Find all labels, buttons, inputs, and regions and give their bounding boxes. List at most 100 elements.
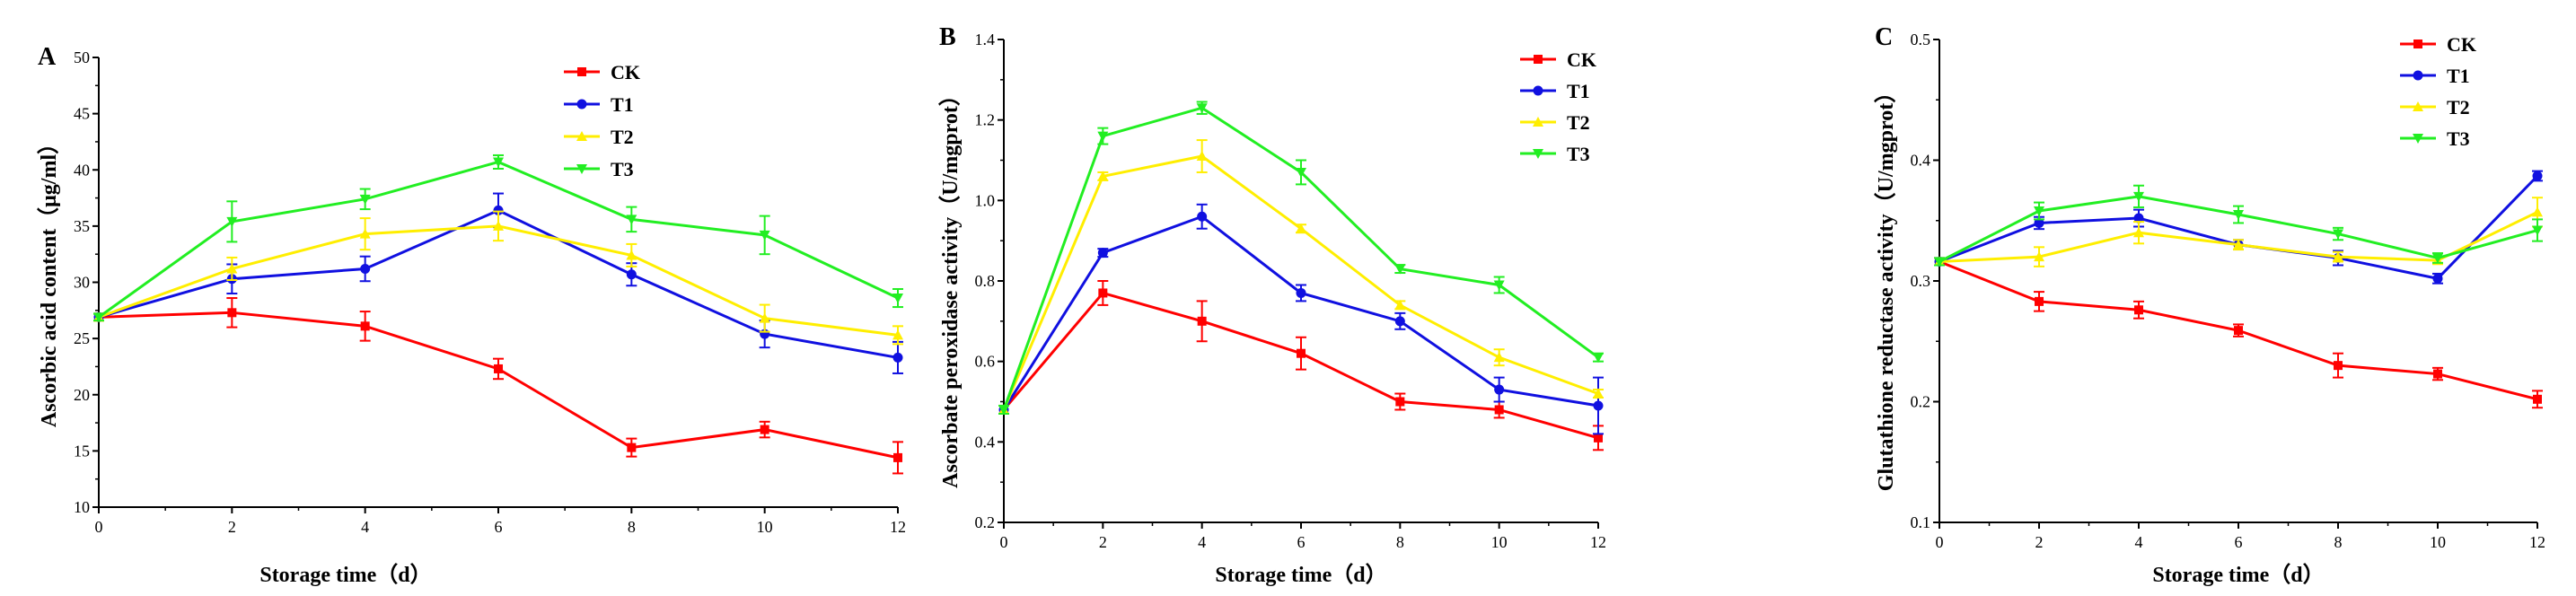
- panel-a-t3-point: [892, 294, 903, 304]
- panel-a-y-tick-label: 30: [74, 274, 90, 292]
- panel-c-t1-point: [2532, 171, 2543, 181]
- panel-b-ck-point: [1297, 348, 1306, 358]
- panel-a-y-tick-label: 25: [74, 329, 90, 347]
- panel-a-ck-point: [227, 308, 237, 318]
- panel-a-x-tick-label: 12: [890, 518, 906, 536]
- panel-b-ck-point: [1395, 397, 1405, 407]
- panel-c-letter: C: [1875, 23, 1893, 51]
- panel-b-t1-point: [1593, 400, 1604, 411]
- panel-c-t1-point: [2034, 217, 2044, 228]
- panel-a-t3-point: [493, 157, 504, 168]
- panel-a-t3-point: [359, 194, 371, 205]
- panel-a-t2-point: [493, 220, 504, 231]
- panel-a-series-ck: [93, 297, 903, 475]
- panel-b-t3-point: [1097, 131, 1109, 142]
- panel-a-t1-point: [360, 263, 371, 274]
- panel-a-ck-point: [893, 452, 902, 462]
- panel-a-legend-t1-label: T1: [611, 93, 634, 116]
- panel-b-ck-point: [1594, 433, 1603, 443]
- panel-b-series-t3: [998, 101, 1604, 416]
- panel-c-t3-point: [2034, 206, 2044, 216]
- panel-a-x-tick-label: 0: [95, 518, 103, 536]
- panel-a-legend-t2-label: T2: [611, 126, 634, 148]
- panel-b-y-tick-label: 0.2: [975, 513, 996, 531]
- panel-b-legend: CK T1 T2 T3: [1520, 48, 1596, 165]
- panel-a-y-tick-label: 45: [74, 105, 90, 123]
- panel-c-x-tick-label: 8: [2334, 533, 2343, 551]
- panel-c-ck-point: [2334, 361, 2343, 371]
- panel-a-legend-ck-marker: [577, 67, 586, 76]
- panel-b-x-tick-label: 6: [1297, 533, 1306, 551]
- panel-a-series-t2: [93, 210, 903, 346]
- panel-a-t3-point: [226, 216, 238, 227]
- panel-a-x-tick-label: 2: [228, 518, 236, 536]
- panel-b-x-tick-label: 8: [1396, 533, 1404, 551]
- panel-c-legend: CK T1 T2 T3: [2400, 33, 2476, 150]
- panel-b-x-tick-label: 0: [1000, 533, 1008, 551]
- panel-c-legend-t3-label: T3: [2447, 127, 2470, 150]
- panel-a-legend: CK T1 T2 T3: [564, 61, 640, 180]
- panel-b-t3-point: [1296, 167, 1306, 178]
- panel-c-plot: 0 2 4 6 8 10 12 0.1 0.2 0.3 0.4 0.5 CK T1 T2 T3: [1911, 31, 2546, 551]
- panel-c-legend-ck-marker: [2413, 39, 2422, 48]
- panel-a-y-tick-label: 50: [74, 48, 90, 66]
- panel-a-t3-point: [759, 230, 770, 241]
- panel-c-t2-point: [2333, 251, 2343, 262]
- panel-b-t2-point: [1394, 299, 1406, 310]
- panel-b-y-tick-label: 1.2: [975, 111, 996, 129]
- panel-a-y-tick-label: 15: [74, 442, 90, 460]
- panel-b-t1-point: [1296, 287, 1306, 298]
- panel-a-t2-point: [759, 312, 770, 323]
- panel-a-t2-point: [226, 263, 238, 274]
- panel-b-legend-t1-marker: [1533, 85, 1543, 96]
- panel-c-ck-point: [2035, 296, 2044, 306]
- panel-b-y-tick-label: 0.6: [975, 353, 996, 371]
- panel-c-t3-point: [2432, 253, 2443, 264]
- panel-c-y-tick-label: 0.4: [1911, 152, 1931, 170]
- panel-a-y-tick-label: 40: [74, 161, 90, 179]
- panel-a-y-tick-label: 20: [74, 386, 90, 404]
- panel-a-legend-t3-marker: [576, 164, 587, 174]
- panel-b-series-t2: [998, 139, 1604, 415]
- panel-a-x-tick-label: 6: [495, 518, 503, 536]
- panel-a-legend-t1-marker: [576, 99, 587, 110]
- panel-b-y-axis-label: Ascorbate peroxidase activity（U/mgprot）: [938, 84, 963, 488]
- panel-c-y-tick-label: 0.2: [1911, 393, 1931, 411]
- panel-c-series-ck: [1934, 257, 2543, 409]
- panel-a-x-axis-label: Storage time（d）: [259, 563, 431, 587]
- panel-c-x-tick-label: 12: [2529, 533, 2545, 551]
- panel-a-ck-point: [494, 364, 503, 373]
- panel-b-y-tick-label: 1.0: [975, 191, 996, 209]
- panel-c-ck-point: [2234, 326, 2243, 336]
- panel-b-t3-point: [1394, 264, 1406, 275]
- panel-b-t2-point: [1097, 171, 1109, 181]
- panel-b-legend-t3-label: T3: [1567, 143, 1590, 165]
- panel-b-t3-point: [1196, 103, 1208, 114]
- panel-a-ck-point: [760, 425, 769, 434]
- panel-a-letter: A: [38, 43, 57, 71]
- panel-b-t1-point: [1097, 248, 1108, 259]
- panel-b-x-tick-label: 12: [1590, 533, 1606, 551]
- panel-c-x-tick-label: 10: [2430, 533, 2446, 551]
- panel-b-ck-point: [1098, 288, 1108, 298]
- panel-a: A 0 2 4 6 8 10 12 10 15 20 25 30 35 40 45 50 CK T1 T2 T3 St…: [37, 43, 906, 587]
- panel-b: B 0 2 4 6 8 10 12 0.2 0.4 0.6 0.8 1.0 1.2 1.4 CK T1 T2 T3…: [938, 23, 1606, 587]
- panel-a-x-tick-label: 10: [757, 518, 773, 536]
- panel-a-ck-line: [98, 311, 899, 460]
- panel-b-series-ck: [998, 280, 1604, 451]
- panel-c-t3-point: [2233, 210, 2244, 221]
- panel-b-t2-point: [1296, 223, 1306, 233]
- panel-a-x-tick-label: 8: [628, 518, 636, 536]
- panel-a-t3-point: [626, 215, 637, 225]
- panel-c-legend-t2-marker: [2413, 101, 2423, 111]
- panel-c-legend-ck-label: CK: [2447, 33, 2476, 56]
- panel-c-x-tick-label: 6: [2235, 533, 2243, 551]
- panel-c-y-tick-label: 0.5: [1911, 31, 1931, 48]
- panel-b-t3-point: [1593, 353, 1604, 364]
- panel-a-y-axis-label: Ascorbic acid content（μg/ml）: [37, 133, 61, 427]
- panel-c-x-axis-label: Storage time（d）: [2152, 563, 2324, 587]
- panel-c-x-tick-label: 4: [2135, 533, 2143, 551]
- panel-a-t1-point: [626, 269, 637, 280]
- panel-a-y-tick-label: 35: [74, 217, 90, 235]
- panel-b-legend-t3-marker: [1533, 149, 1543, 159]
